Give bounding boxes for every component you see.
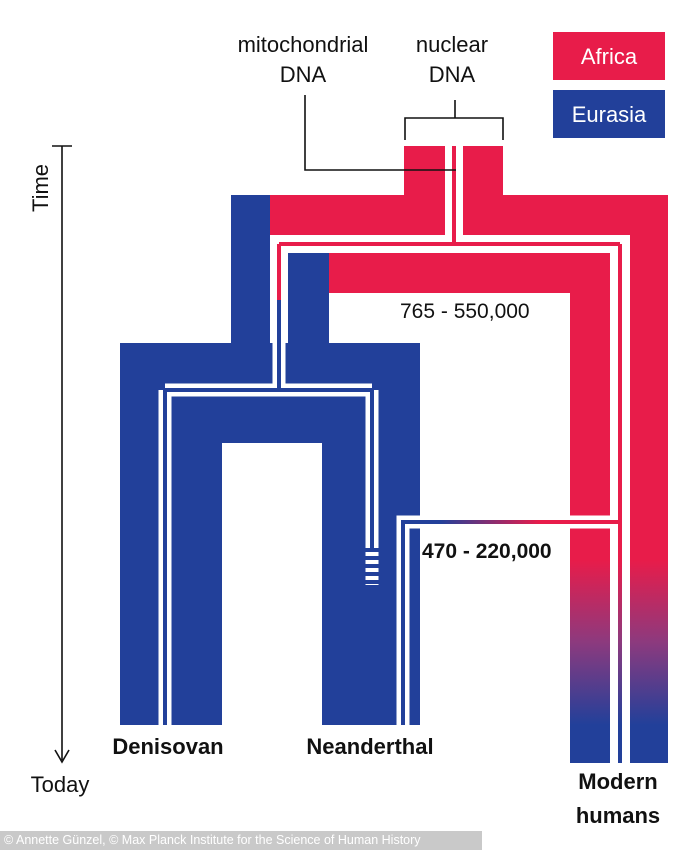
bracket-lines: [304, 95, 504, 171]
mito-african-line: [277, 146, 622, 560]
inner-bar: [288, 253, 610, 293]
mito-pointer-line: [304, 95, 456, 171]
nuclear-outer-lineage: [231, 146, 668, 763]
nuclear-arm-archaic-inner: [288, 253, 329, 345]
legend-africa-label: Africa: [581, 44, 638, 69]
legend: Africa Eurasia: [553, 32, 665, 138]
legend-eurasia-swatch: [553, 90, 665, 138]
mito-label-1: mitochondrial: [238, 32, 369, 57]
nuclear-inner-lineage: [288, 253, 610, 763]
modern-inner-arm-red: [570, 253, 610, 560]
time-axis-label: Time: [28, 164, 53, 212]
legend-eurasia-label: Eurasia: [572, 102, 647, 127]
neanderthal-label: Neanderthal: [306, 734, 433, 759]
nuclear-label-1: nuclear: [416, 32, 488, 57]
mito-neanderthal-replacement-line: [401, 520, 620, 725]
modern-inner-arm-gradient: [570, 558, 610, 763]
mitochondrial-lineage: [158, 146, 627, 763]
today-label: Today: [31, 772, 90, 797]
modern-humans-label-2: humans: [576, 803, 660, 828]
modern-outer-arm-gradient: [630, 558, 668, 763]
nuclear-arm-archaic-outer: [231, 195, 270, 345]
time-axis: [52, 145, 72, 764]
modern-humans-label-1: Modern: [578, 769, 657, 794]
nuclear-bracket: [404, 100, 504, 140]
denisovan-label: Denisovan: [112, 734, 223, 759]
mito-denisovan-line: [163, 343, 374, 725]
image-credit: © Annette Günzel, © Max Planck Institute…: [0, 831, 482, 850]
nuclear-label-2: DNA: [429, 62, 476, 87]
arrow-down-icon: [54, 749, 70, 764]
split-date-1: 765 - 550,000: [400, 300, 530, 323]
legend-africa-swatch: [553, 32, 665, 80]
split-date-2: 470 - 220,000: [422, 540, 552, 563]
modern-outer-arm-red: [630, 195, 668, 560]
time-axis-line: [52, 145, 72, 760]
mito-label-2: DNA: [280, 62, 327, 87]
